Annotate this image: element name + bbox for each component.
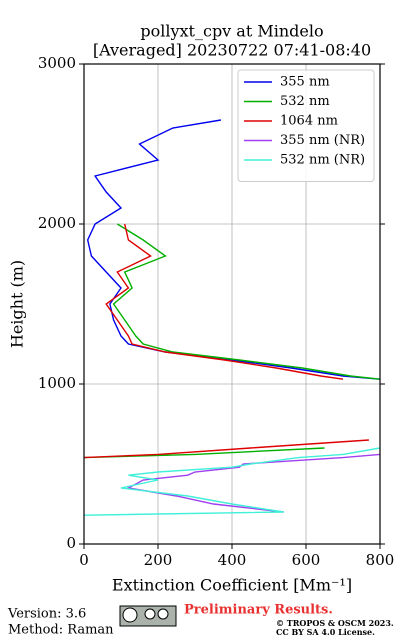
profile-line	[126, 453, 380, 513]
legend-label: 355 nm (NR)	[280, 133, 365, 148]
x-tick-label: 600	[292, 551, 321, 569]
legend-label: 532 nm	[280, 94, 330, 109]
profile-line	[84, 447, 380, 516]
legend-box	[237, 69, 375, 182]
y-tick-label: 2000	[38, 214, 76, 232]
y-tick-label: 0	[66, 534, 76, 552]
x-axis-label: Extinction Coefficient [Mm⁻¹]	[112, 576, 352, 595]
profile-line	[84, 223, 369, 459]
cc-badge	[119, 605, 177, 627]
y-tick-label: 1000	[38, 374, 76, 392]
legend-label: 355 nm	[280, 75, 330, 90]
legend-label: 1064 nm	[280, 114, 338, 129]
license: CC BY SA 4.0 License.	[276, 627, 375, 637]
preliminary-note: Preliminary Results.	[184, 603, 333, 618]
x-tick-label: 800	[366, 551, 395, 569]
chart-title: pollyxt_cpv at Mindelo	[140, 22, 323, 41]
y-tick-label: 3000	[38, 54, 76, 72]
y-axis-label: Height (m)	[8, 260, 27, 348]
copyright: © TROPOS & OSCM 2023.	[276, 618, 394, 628]
plot-area	[84, 119, 380, 516]
legend-label: 532 nm (NR)	[280, 153, 365, 168]
version: Version: 3.6	[7, 607, 86, 622]
x-tick-label: 200	[144, 551, 173, 569]
chart-subtitle: [Averaged] 20230722 07:41-08:40	[93, 41, 371, 60]
method: Method: Raman	[8, 623, 114, 638]
plot-frame	[83, 63, 381, 545]
x-tick-label: 400	[218, 551, 247, 569]
x-tick-label: 0	[79, 551, 89, 569]
